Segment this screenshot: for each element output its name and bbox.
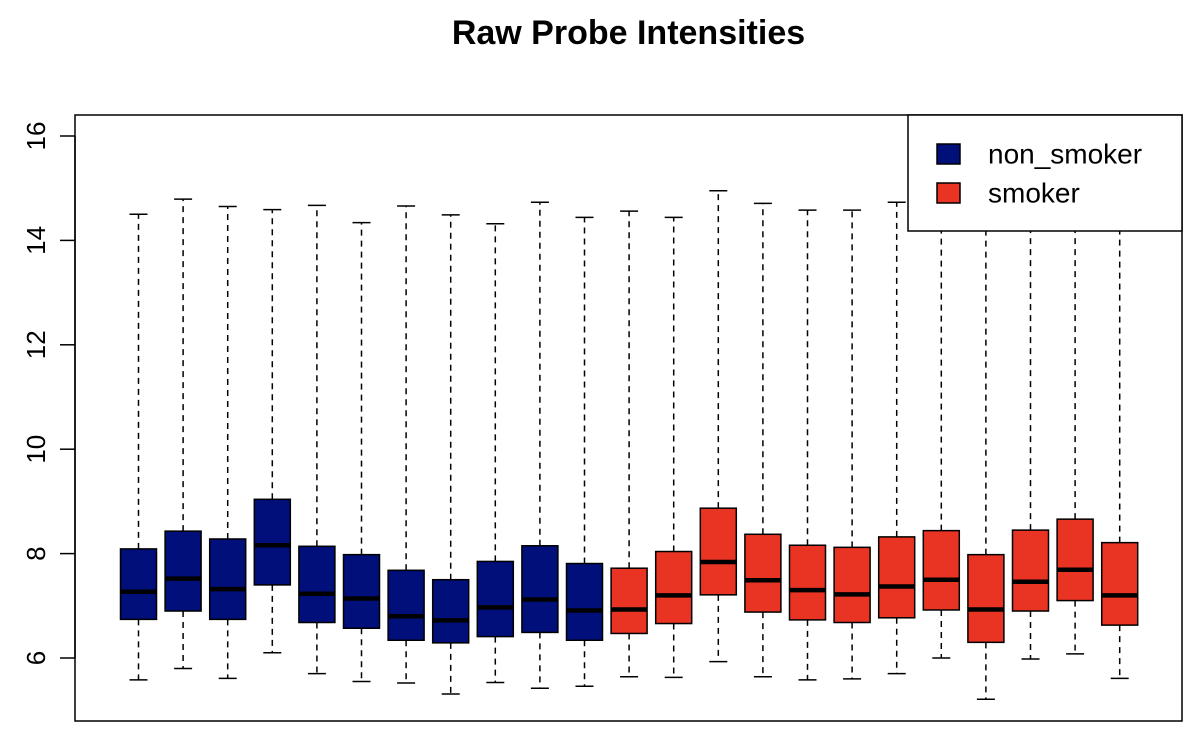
iqr-box [431, 578, 470, 644]
legend-swatch-non_smoker [936, 143, 961, 165]
box-9 [476, 222, 515, 684]
iqr-box [253, 498, 292, 586]
legend-box [907, 114, 1183, 232]
iqr-box [877, 536, 916, 619]
iqr-box [208, 538, 247, 621]
iqr-box [833, 546, 871, 624]
iqr-box [565, 562, 604, 642]
box-18 [877, 201, 916, 675]
iqr-box [1056, 518, 1094, 602]
box-21 [1011, 208, 1050, 660]
box-23 [1100, 208, 1139, 680]
box-6 [342, 221, 381, 683]
box-16 [788, 209, 827, 681]
box-11 [565, 216, 604, 687]
iqr-box [164, 530, 202, 612]
y-tick-label: 8 [21, 546, 51, 560]
iqr-box [788, 544, 827, 621]
box-12 [610, 210, 648, 678]
chart-title: Raw Probe Intensities [451, 14, 806, 52]
legend-swatch-smoker [936, 182, 961, 204]
iqr-box [922, 529, 961, 611]
box-22 [1056, 208, 1094, 655]
box-17 [833, 209, 871, 680]
y-tick-label: 14 [21, 226, 51, 255]
box-5 [298, 204, 336, 675]
y-tick-label: 16 [21, 122, 51, 151]
box-10 [521, 201, 559, 690]
box-20 [967, 208, 1005, 700]
box-2 [164, 198, 202, 670]
y-axis: 6 8 10 12 14 16 [21, 122, 76, 665]
box-14 [699, 190, 738, 663]
iqr-box [744, 533, 782, 613]
iqr-box [119, 548, 158, 621]
y-tick-label: 6 [21, 651, 51, 665]
box-7 [387, 205, 425, 684]
box-3 [208, 205, 247, 680]
plot-frame [74, 114, 1183, 722]
box-19 [922, 208, 961, 659]
iqr-box [1100, 541, 1139, 626]
iqr-box [387, 569, 425, 642]
iqr-box [967, 553, 1005, 644]
iqr-box [654, 550, 693, 625]
boxes [119, 190, 1139, 700]
legend-label-smoker: smoker [988, 178, 1080, 209]
iqr-box [1011, 529, 1050, 612]
y-tick-label: 12 [21, 330, 51, 359]
iqr-box [342, 553, 381, 629]
iqr-box [521, 545, 559, 634]
box-8 [431, 214, 470, 695]
legend-label-non_smoker: non_smoker [988, 139, 1142, 170]
box-1 [119, 213, 158, 681]
box-4 [253, 208, 292, 654]
box-15 [744, 202, 782, 678]
iqr-box [610, 567, 648, 635]
box-13 [654, 216, 693, 679]
iqr-box [298, 545, 336, 624]
iqr-box [699, 507, 738, 596]
y-tick-label: 10 [21, 435, 51, 464]
iqr-box [476, 560, 515, 638]
